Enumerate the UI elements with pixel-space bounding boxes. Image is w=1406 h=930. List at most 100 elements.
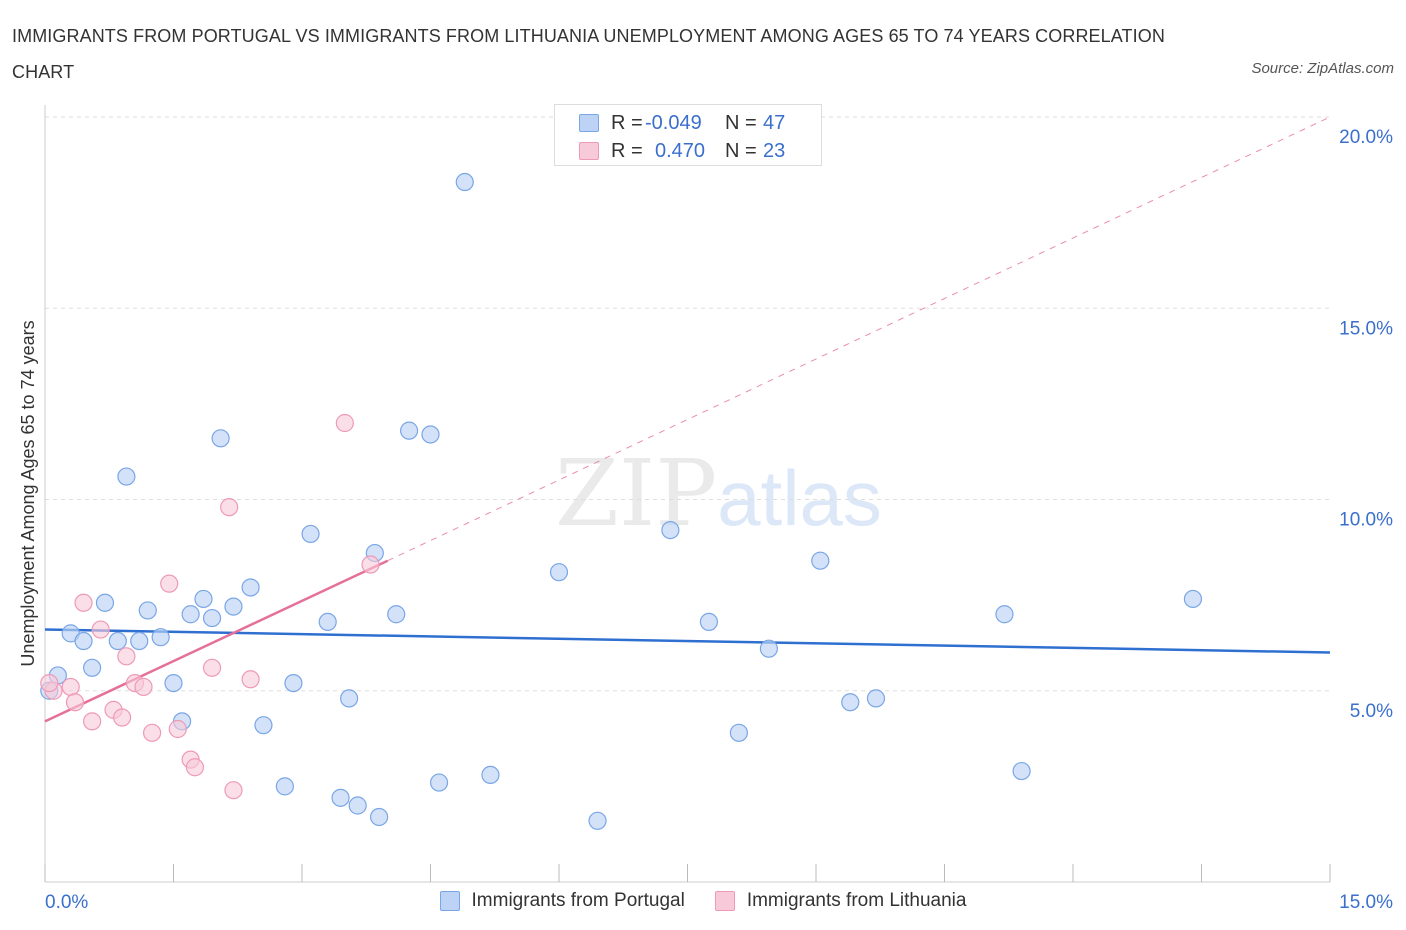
portugal-point: [138, 601, 157, 620]
watermark-atlas: atlas: [717, 454, 882, 542]
lithuania-point: [91, 620, 110, 639]
lithuania-point: [61, 677, 80, 697]
portugal-point: [661, 520, 680, 540]
portugal-point: [83, 658, 102, 677]
portugal-point: [74, 631, 93, 651]
lithuania-point: [335, 413, 354, 433]
source-label: Source: ZipAtlas.com: [1251, 60, 1394, 77]
legend-n-value: 23: [763, 139, 786, 162]
y-axis-label: Unemployment Among Ages 65 to 74 years: [18, 320, 38, 666]
lithuania-point: [40, 673, 59, 693]
lithuania-point: [185, 758, 205, 777]
lithuania-label: Immigrants from Lithuania: [746, 890, 967, 911]
portugal-point: [275, 777, 294, 796]
portugal-point: [549, 563, 569, 582]
series-legend: Immigrants from Portugal Immigrants from…: [0, 890, 1406, 912]
legend-r-value: 0.470: [655, 139, 706, 162]
portugal-point: [1183, 589, 1203, 609]
portugal-point: [1012, 761, 1031, 781]
portugal-point: [254, 716, 273, 735]
portugal-point: [130, 631, 149, 651]
series-legend-portugal[interactable]: Immigrants from Portugal: [439, 890, 685, 912]
watermark-zip: ZIP: [555, 440, 718, 547]
chart-title: IMMIGRANTS FROM PORTUGAL VS IMMIGRANTS F…: [12, 26, 1165, 82]
legend-swatch-lithuania: [579, 142, 599, 160]
portugal-point: [387, 605, 406, 624]
lithuania-point: [142, 723, 162, 742]
portugal-point: [301, 524, 320, 544]
lithuania-point: [241, 670, 260, 689]
lithuania-point: [160, 574, 179, 593]
legend-n-label: N =: [725, 111, 757, 134]
lithuania-swatch: [714, 891, 735, 911]
portugal-label: Immigrants from Portugal: [471, 890, 685, 911]
data-points: [40, 172, 1203, 830]
legend-swatch-portugal: [579, 114, 599, 132]
portugal-point: [202, 608, 222, 628]
portugal-swatch: [439, 891, 460, 911]
lithuania-point: [361, 555, 380, 574]
portugal-trend-line: [44, 628, 1331, 654]
legend-r-label: R =: [611, 139, 643, 162]
y-tick-label: 5.0%: [1350, 701, 1393, 722]
portugal-point: [370, 807, 389, 827]
lithuania-point: [74, 593, 93, 612]
portugal-point: [318, 612, 337, 632]
legend-row-lithuania: R = 0.470 N = 23: [579, 139, 785, 163]
portugal-point: [481, 765, 500, 785]
axes: [44, 105, 1331, 883]
watermark: ZIPatlas: [555, 440, 882, 547]
portugal-point: [194, 589, 213, 609]
portugal-point: [340, 689, 359, 708]
legend-n-value: 47: [763, 111, 786, 134]
legend-r-value: -0.049: [645, 111, 702, 134]
lithuania-trend-line: [44, 559, 389, 723]
lithuania-point: [112, 708, 132, 727]
portugal-point: [284, 673, 303, 693]
portugal-point: [95, 593, 115, 612]
lithuania-point: [224, 781, 243, 800]
portugal-point: [811, 551, 830, 570]
portugal-point: [181, 605, 200, 624]
portugal-point: [108, 631, 127, 651]
legend-n-label: N =: [725, 139, 757, 162]
x-tick-label-right: 15.0%: [1339, 892, 1393, 913]
x-tick-label-left: 0.0%: [45, 892, 88, 913]
portugal-point: [455, 172, 474, 192]
lithuania-point: [202, 658, 222, 677]
lithuania-point: [117, 647, 136, 666]
portugal-point: [588, 811, 607, 830]
y-tick-label: 15.0%: [1339, 318, 1393, 339]
portugal-point: [211, 429, 230, 448]
portugal-point: [151, 628, 170, 647]
lithuania-point: [65, 693, 85, 712]
lithuania-point: [168, 719, 187, 739]
lithuania-point: [83, 712, 102, 731]
portugal-point: [399, 421, 419, 440]
portugal-point: [841, 693, 860, 712]
lithuania-point: [134, 677, 153, 697]
trend-lines: [44, 116, 1331, 723]
portugal-point: [699, 612, 719, 632]
portugal-point: [164, 673, 183, 693]
axis-labels: 5.0% 10.0% 15.0% 20.0% 0.0% 15.0% Unemployment…: [18, 127, 1393, 913]
y-tick-label: 20.0%: [1339, 127, 1393, 148]
portugal-point: [348, 796, 367, 815]
stats-legend: R = -0.049 N = 47 R = 0.470 N = 23: [554, 104, 822, 166]
portugal-point: [729, 723, 749, 742]
legend-row-portugal: R = -0.049 N = 47: [579, 111, 785, 135]
portugal-point: [995, 605, 1014, 624]
y-tick-label: 10.0%: [1339, 510, 1393, 531]
lithuania-point: [220, 498, 239, 517]
portugal-point: [429, 773, 449, 792]
series-legend-lithuania[interactable]: Immigrants from Lithuania: [714, 890, 967, 912]
portugal-point: [241, 578, 260, 597]
portugal-point: [759, 639, 778, 658]
portugal-point: [866, 689, 886, 708]
portugal-point: [421, 425, 440, 444]
portugal-point: [331, 788, 350, 807]
legend-r-label: R =: [611, 111, 643, 134]
portugal-point: [224, 597, 243, 616]
lithuania-trend-extension: [387, 116, 1331, 562]
